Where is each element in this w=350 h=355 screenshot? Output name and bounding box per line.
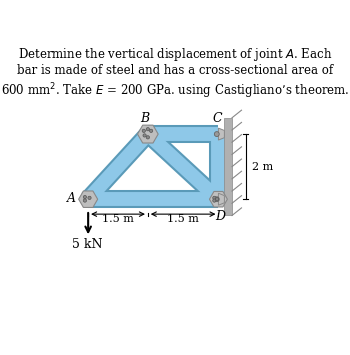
Text: 600 mm$^2$. Take $E$ = 200 GPa. using Castigliano’s theorem.: 600 mm$^2$. Take $E$ = 200 GPa. using Ca… <box>1 81 349 101</box>
Polygon shape <box>218 193 224 205</box>
Circle shape <box>149 129 153 132</box>
Circle shape <box>88 196 91 200</box>
Circle shape <box>214 197 219 202</box>
Polygon shape <box>209 191 228 207</box>
Circle shape <box>83 199 86 202</box>
Circle shape <box>146 127 149 131</box>
Text: 1.5 m: 1.5 m <box>102 214 134 224</box>
Text: 1.5 m: 1.5 m <box>167 214 199 224</box>
Text: 2 m: 2 m <box>252 162 273 172</box>
Text: C: C <box>212 113 222 125</box>
Circle shape <box>143 134 146 137</box>
Circle shape <box>213 196 216 200</box>
Circle shape <box>213 199 216 202</box>
Circle shape <box>83 195 86 199</box>
Polygon shape <box>138 125 158 143</box>
Text: Determine the vertical displacement of joint $A$. Each: Determine the vertical displacement of j… <box>18 46 332 63</box>
Text: A: A <box>67 192 76 205</box>
Circle shape <box>216 198 219 201</box>
Text: D: D <box>215 209 225 223</box>
Circle shape <box>214 132 219 137</box>
Circle shape <box>142 129 145 132</box>
Polygon shape <box>218 128 224 140</box>
Circle shape <box>146 136 149 139</box>
Polygon shape <box>224 118 232 215</box>
Text: B: B <box>141 113 150 125</box>
Text: bar is made of steel and has a cross-sectional area of: bar is made of steel and has a cross-sec… <box>17 64 333 77</box>
Polygon shape <box>79 191 98 207</box>
Text: 5 kN: 5 kN <box>71 238 102 251</box>
